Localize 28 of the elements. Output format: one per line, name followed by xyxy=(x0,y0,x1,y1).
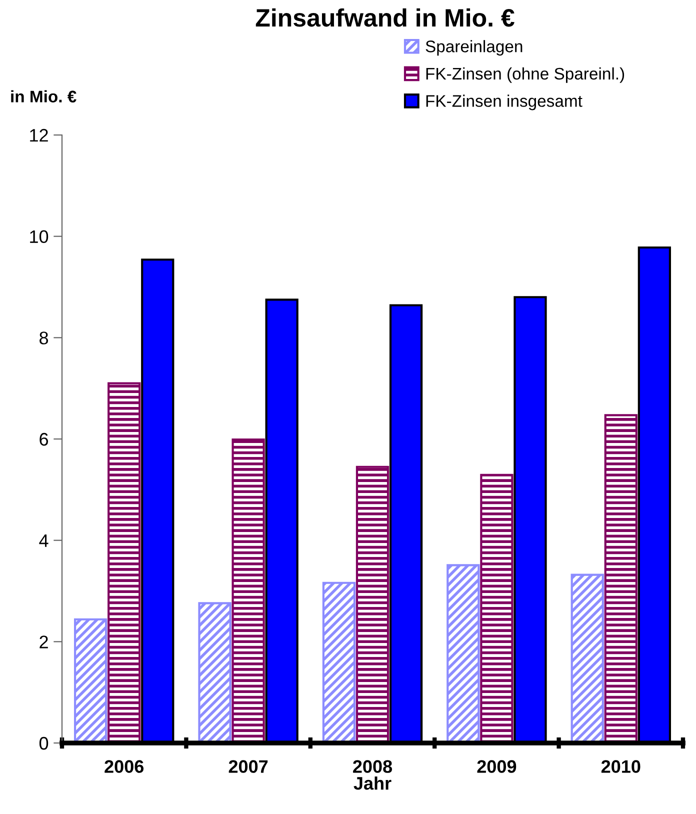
y-tick-label: 8 xyxy=(40,332,48,344)
x-axis-title: Jahr xyxy=(354,776,392,790)
y-tick-label: 0 xyxy=(39,736,48,750)
bar xyxy=(446,564,480,743)
chart-title: Zinsaufwand in Mio. € xyxy=(256,8,514,27)
legend-label: Spareinlagen xyxy=(426,40,522,56)
bar xyxy=(322,582,356,743)
x-tick-label: 2008 xyxy=(353,760,392,773)
bar xyxy=(232,438,265,743)
x-tick-label: 2007 xyxy=(228,760,268,773)
bar xyxy=(570,574,604,743)
bar xyxy=(108,382,141,743)
x-tick-label: 2006 xyxy=(104,760,144,773)
x-tick-label: 2010 xyxy=(601,760,640,773)
bar xyxy=(356,466,390,743)
y-tick-label: 10 xyxy=(30,230,48,244)
bar xyxy=(604,414,638,743)
y-tick-label: 6 xyxy=(40,432,48,446)
y-axis-title: in Mio. € xyxy=(11,90,76,102)
bar xyxy=(480,474,514,743)
legend-label: FK-Zinsen (ohne Spareinl.) xyxy=(426,67,624,83)
legend-label: FK-Zinsen insgesamt xyxy=(426,94,582,110)
x-tick-label: 2009 xyxy=(477,760,516,773)
bar xyxy=(74,618,108,743)
y-tick-label: 2 xyxy=(40,636,48,648)
y-tick-label: 4 xyxy=(39,534,48,547)
y-tick-label: 12 xyxy=(30,128,48,142)
bar xyxy=(198,602,232,743)
